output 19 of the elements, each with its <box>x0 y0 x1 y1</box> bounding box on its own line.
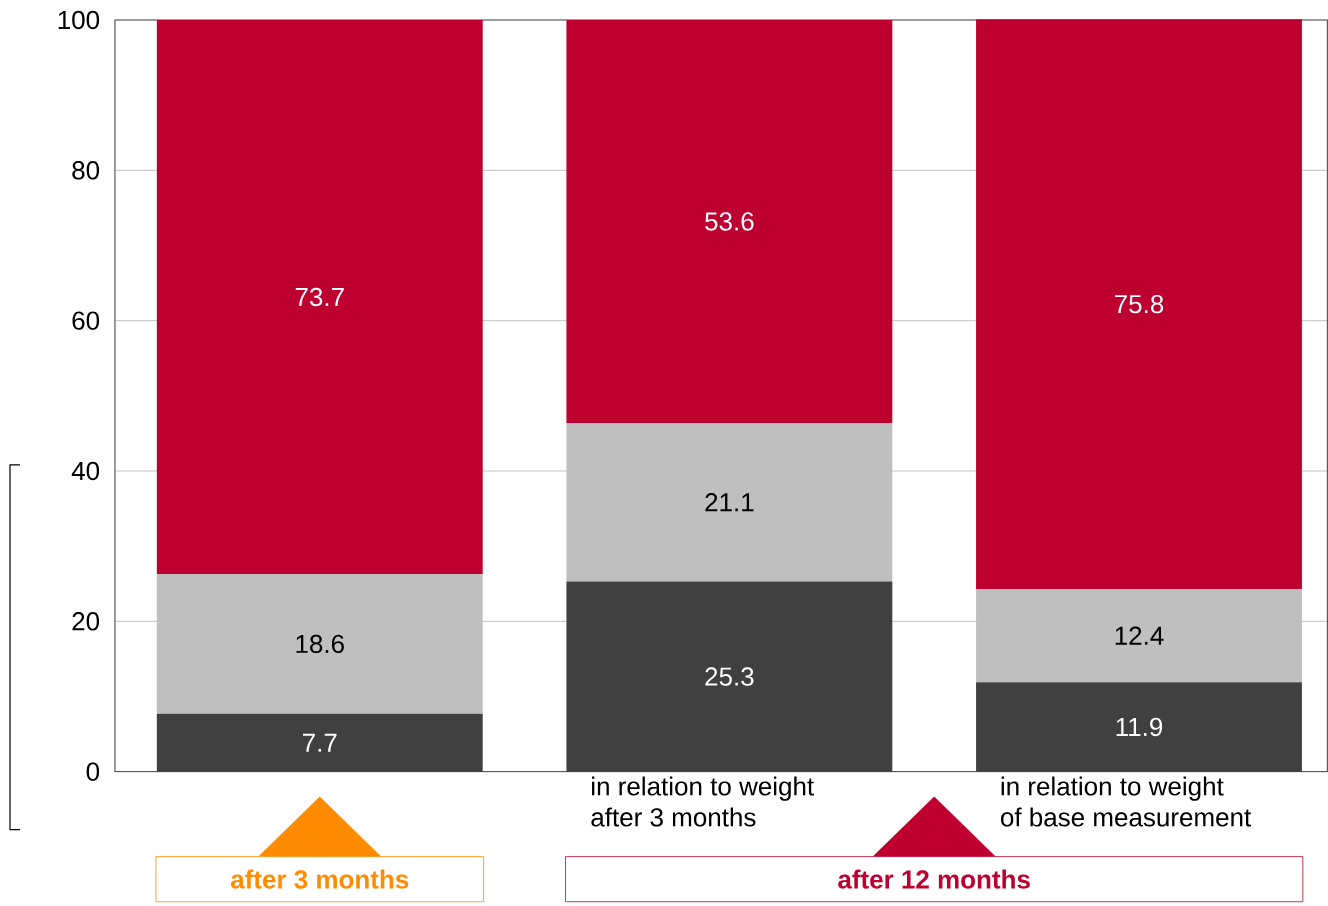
data-label: 12.4 <box>1115 626 1164 645</box>
data-label: 53.6 <box>705 212 754 231</box>
data-label: 7.7 <box>303 733 337 752</box>
y-tick-label: 100 <box>58 10 100 30</box>
x-tick-label: in relation to weight after 3 months <box>591 776 814 827</box>
data-label: 11.9 <box>1116 717 1163 737</box>
y-tick-label: 20 <box>72 612 100 631</box>
y-tick-label: 60 <box>72 311 100 331</box>
data-label: 21.1 <box>705 493 754 512</box>
data-label: 18.6 <box>296 634 344 654</box>
data-label: 73.7 <box>295 287 344 307</box>
text: after 12 months <box>838 869 1030 889</box>
text: after 3 months <box>231 869 409 889</box>
y-tick-label: 40 <box>71 461 100 481</box>
y-tick-label: 0 <box>86 762 100 782</box>
y-tick-label: 80 <box>72 161 100 180</box>
data-label: 25.3 <box>705 667 754 686</box>
data-label: 75.8 <box>1115 295 1164 314</box>
x-tick-label: in relation to weight of base measurement <box>1001 776 1252 827</box>
